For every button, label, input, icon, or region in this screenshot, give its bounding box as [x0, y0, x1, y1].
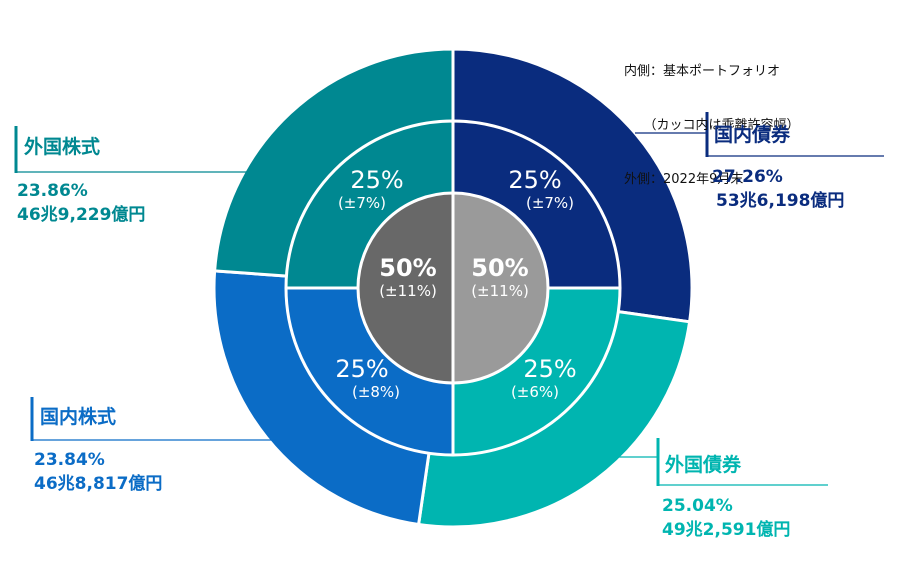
callout-amount: 46兆9,229億円 [17, 205, 146, 225]
tolerance: (±7%) [337, 194, 387, 212]
middle-label-foreign-stocks: 25% (±7%) [338, 166, 404, 213]
callout-title: 国内株式 [40, 406, 117, 428]
callout-foreign-bonds: 外国債券 [665, 453, 741, 477]
target-percent: 25% [508, 166, 562, 194]
tolerance: (±6%) [510, 383, 560, 401]
inner-segment-stocks [356, 191, 455, 385]
target-percent: 50% [379, 254, 437, 282]
target-percent: 25% [523, 355, 577, 383]
legend-note: 内側：基本ポートフォリオ （カッコ内は乖離許容幅） 外側：2022年9月末 [624, 27, 800, 207]
callout-domestic-stocks: 国内株式 [40, 405, 116, 429]
target-percent: 50% [471, 254, 529, 282]
core-label-bonds: 50% (±11%) [471, 255, 529, 301]
callout-percent: 25.04% [662, 496, 733, 516]
tolerance: (±8%) [351, 383, 401, 401]
callout-title: 外国株式 [24, 136, 101, 158]
callout-foreign-stocks: 外国株式 [24, 135, 100, 159]
inner-segment-bonds [451, 191, 550, 385]
callout-title: 国内債券 [714, 124, 791, 146]
callout-domestic-bonds: 国内債券 [714, 123, 790, 147]
callout-domestic-stocks-values: 23.84% 46兆8,817億円 [34, 448, 162, 496]
tolerance: (±7%) [525, 194, 575, 212]
callout-amount: 53兆6,198億円 [716, 191, 845, 211]
callout-percent: 23.84% [34, 450, 105, 470]
inner-ring [356, 191, 550, 385]
callout-title: 外国債券 [665, 454, 742, 476]
callout-percent: 23.86% [17, 181, 88, 201]
callout-foreign-bonds-values: 25.04% 49兆2,591億円 [662, 494, 790, 542]
tolerance: (±11%) [471, 282, 529, 300]
target-percent: 25% [335, 355, 389, 383]
callout-amount: 49兆2,591億円 [662, 520, 791, 540]
middle-label-foreign-bonds: 25% (±6%) [503, 355, 577, 402]
callout-amount: 46兆8,817億円 [34, 474, 163, 494]
inner-ring-note: 内側：基本ポートフォリオ [624, 64, 781, 79]
middle-label-domestic-stocks: 25% (±8%) [324, 356, 400, 402]
core-label-stocks: 50% (±11%) [379, 255, 437, 301]
target-percent: 25% [350, 166, 404, 194]
outer-ring-note: 外側：2022年9月末 [624, 172, 744, 187]
callout-percent: 27.26% [712, 167, 783, 187]
middle-label-domestic-bonds: 25% (±7%) [496, 167, 574, 213]
callout-foreign-stocks-values: 23.86% 46兆9,229億円 [17, 179, 145, 227]
callout-lines [14, 112, 884, 486]
tolerance: (±11%) [379, 282, 437, 300]
callout-domestic-bonds-values: 27.26% 53兆6,198億円 [712, 165, 844, 213]
tolerance-note: （カッコ内は乖離許容幅） [624, 118, 800, 133]
